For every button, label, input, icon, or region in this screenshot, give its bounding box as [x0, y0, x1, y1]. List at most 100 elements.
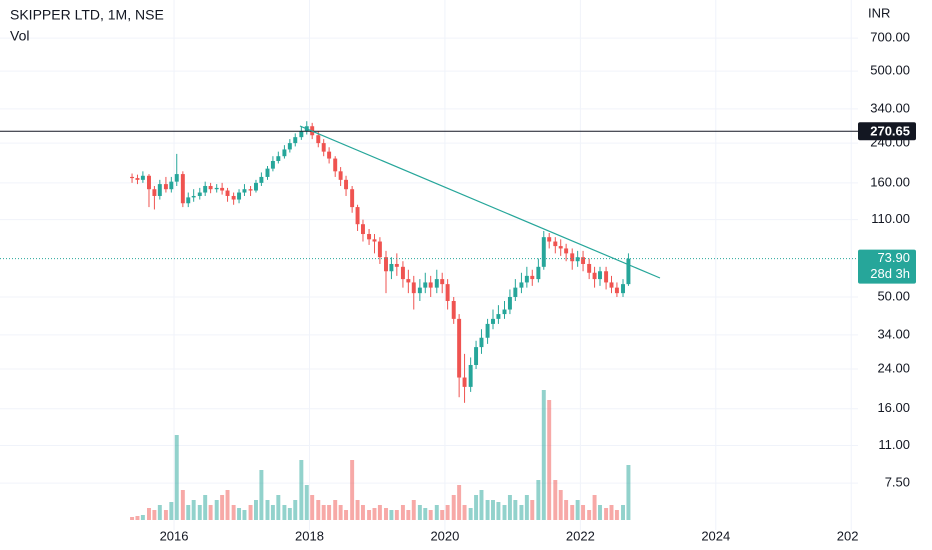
volume-bar — [524, 495, 529, 520]
candle-body — [451, 300, 456, 319]
volume-bar — [581, 505, 586, 520]
volume-bar — [220, 495, 225, 520]
y-tick-label: 34.00 — [877, 326, 910, 341]
candle-body — [377, 241, 382, 258]
volume-bar — [564, 500, 569, 520]
x-tick-label: 2026 — [837, 528, 866, 543]
volume-bar — [457, 485, 462, 520]
volume-bar — [496, 502, 501, 520]
volume-bar — [242, 510, 247, 520]
candle-body — [197, 192, 202, 196]
candle-body — [214, 187, 219, 190]
candle-body — [180, 174, 185, 204]
x-tick-label: 2018 — [295, 528, 324, 543]
candle-body — [220, 187, 225, 191]
candle-body — [621, 284, 625, 294]
candle-body — [287, 143, 292, 150]
last-price-bg — [858, 249, 916, 284]
candle-body — [208, 185, 213, 190]
volume-bar — [428, 510, 433, 520]
volume-bar — [502, 505, 507, 520]
candle-body — [462, 377, 467, 387]
y-tick-label: 340.00 — [870, 100, 910, 115]
candle-body — [299, 131, 304, 138]
x-tick-label: 2024 — [701, 528, 730, 543]
volume-bar — [140, 515, 145, 520]
x-tick-label: 2020 — [430, 528, 459, 543]
candle-body — [237, 192, 242, 200]
y-tick-label: 160.00 — [870, 174, 910, 189]
candle-body — [242, 189, 247, 193]
volume-bar — [626, 465, 631, 520]
volume-bar — [231, 505, 236, 520]
candle-body — [293, 137, 298, 144]
volume-bar — [547, 400, 552, 520]
trend-line[interactable] — [299, 125, 661, 279]
x-axis: 2016 2018 2020 2022 2024 2026 — [160, 528, 866, 543]
volume-bar — [400, 505, 405, 520]
volume-bar — [197, 505, 202, 520]
candle-body — [485, 323, 490, 338]
candle-body — [428, 282, 433, 288]
volume-bar — [355, 500, 360, 520]
hline-label: 270.65 — [870, 124, 910, 139]
volume-bar — [406, 510, 411, 520]
y-tick-label: 110.00 — [871, 211, 910, 226]
volume-bar — [147, 508, 151, 520]
volume-bar — [344, 510, 349, 520]
candle-body — [338, 171, 343, 180]
candle-body — [327, 151, 332, 159]
candle-body — [502, 309, 507, 315]
candle-body — [626, 258, 631, 285]
candle-body — [547, 237, 552, 242]
volume-bar — [299, 460, 304, 520]
volume-bar — [310, 495, 315, 520]
candle-body — [333, 158, 338, 172]
chart-title: SKIPPER LTD, 1M, NSE — [10, 7, 164, 23]
y-tick-label: 16.00 — [877, 400, 910, 415]
volume-bar — [598, 505, 602, 520]
candle-body — [570, 253, 575, 262]
currency-label: INR — [868, 5, 890, 20]
candle-body — [282, 149, 287, 157]
candle-body — [384, 257, 388, 272]
candle-body — [259, 176, 264, 183]
candle-body — [604, 271, 609, 283]
candle-body — [231, 195, 236, 200]
y-tick-label: 7.50 — [885, 475, 910, 490]
volume-bar — [237, 508, 242, 520]
volume-bar — [541, 390, 546, 520]
volume-bar — [445, 505, 450, 520]
candle-body — [276, 156, 281, 161]
candle-body — [474, 347, 479, 365]
volume-bar — [163, 510, 168, 520]
candle-body — [135, 178, 140, 180]
volume-bar — [135, 516, 140, 520]
candle-body — [400, 266, 405, 280]
volume-bar — [157, 505, 162, 520]
candle-body — [163, 184, 168, 190]
volume-bar — [338, 505, 343, 520]
volume-bar — [360, 505, 365, 520]
candle-body — [191, 195, 196, 198]
candle-body — [254, 182, 258, 191]
candle-body — [519, 282, 524, 288]
volume-bar — [604, 508, 609, 520]
candle-body — [609, 282, 614, 288]
volume-bar — [485, 500, 490, 520]
volume-bar — [462, 505, 467, 520]
volume-bar — [609, 505, 614, 520]
volume-bar — [530, 500, 535, 520]
candle-body — [350, 189, 355, 208]
volume-bar — [434, 505, 439, 520]
candle-body — [169, 181, 174, 190]
volume-bar — [558, 490, 563, 520]
volume-pane — [130, 390, 631, 520]
volume-bar — [621, 505, 625, 520]
candle-body — [417, 287, 422, 294]
candle-body — [530, 275, 535, 280]
volume-bar — [208, 505, 213, 520]
candle-body — [553, 241, 558, 247]
y-tick-label: 500.00 — [870, 63, 910, 78]
